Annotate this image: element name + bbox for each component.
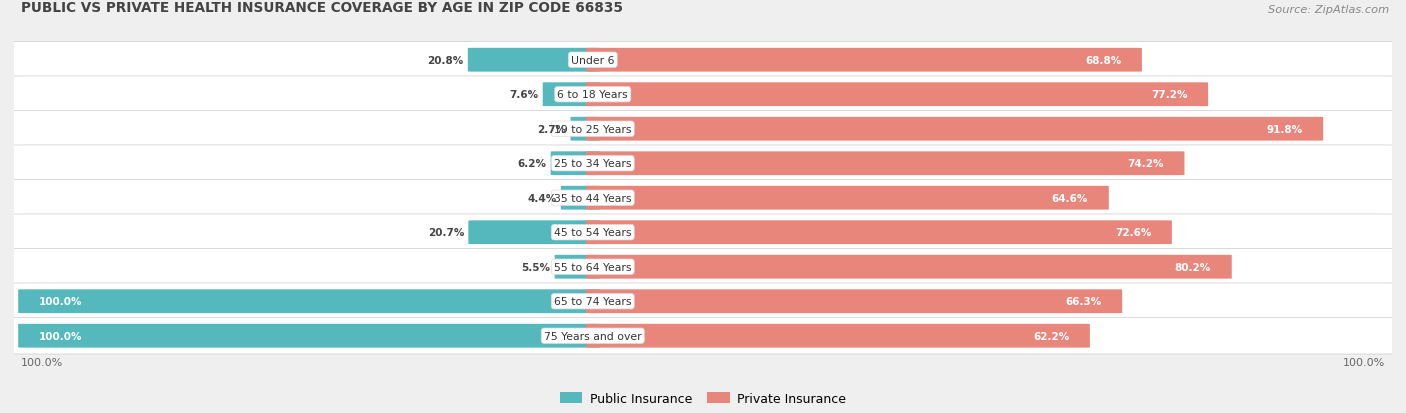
FancyBboxPatch shape	[561, 186, 599, 210]
Text: 4.4%: 4.4%	[527, 193, 557, 203]
FancyBboxPatch shape	[468, 49, 599, 72]
FancyBboxPatch shape	[18, 324, 599, 348]
FancyBboxPatch shape	[551, 152, 599, 176]
Text: 25 to 34 Years: 25 to 34 Years	[554, 159, 631, 169]
Text: 74.2%: 74.2%	[1128, 159, 1164, 169]
FancyBboxPatch shape	[586, 290, 1122, 313]
Text: 5.5%: 5.5%	[522, 262, 551, 272]
Text: 20.7%: 20.7%	[427, 228, 464, 237]
FancyBboxPatch shape	[11, 283, 1395, 320]
FancyBboxPatch shape	[543, 83, 599, 107]
Text: Source: ZipAtlas.com: Source: ZipAtlas.com	[1268, 5, 1389, 15]
FancyBboxPatch shape	[11, 145, 1395, 182]
Text: 100.0%: 100.0%	[21, 357, 63, 367]
FancyBboxPatch shape	[586, 49, 1142, 72]
FancyBboxPatch shape	[11, 111, 1395, 148]
Text: 100.0%: 100.0%	[39, 297, 83, 306]
Text: 6 to 18 Years: 6 to 18 Years	[557, 90, 628, 100]
Text: 2.7%: 2.7%	[537, 124, 567, 134]
FancyBboxPatch shape	[11, 77, 1395, 113]
FancyBboxPatch shape	[586, 152, 1184, 176]
FancyBboxPatch shape	[586, 83, 1208, 107]
Text: 72.6%: 72.6%	[1115, 228, 1152, 237]
FancyBboxPatch shape	[586, 118, 1323, 141]
Text: 91.8%: 91.8%	[1267, 124, 1302, 134]
FancyBboxPatch shape	[11, 249, 1395, 285]
FancyBboxPatch shape	[468, 221, 599, 244]
FancyBboxPatch shape	[586, 186, 1109, 210]
FancyBboxPatch shape	[11, 180, 1395, 216]
Text: 68.8%: 68.8%	[1085, 56, 1121, 66]
Text: 62.2%: 62.2%	[1033, 331, 1069, 341]
Text: 20.8%: 20.8%	[427, 56, 464, 66]
Text: 77.2%: 77.2%	[1152, 90, 1188, 100]
FancyBboxPatch shape	[18, 290, 599, 313]
FancyBboxPatch shape	[11, 318, 1395, 354]
Text: 100.0%: 100.0%	[39, 331, 83, 341]
Text: 75 Years and over: 75 Years and over	[544, 331, 641, 341]
Text: 45 to 54 Years: 45 to 54 Years	[554, 228, 631, 237]
Text: Under 6: Under 6	[571, 56, 614, 66]
FancyBboxPatch shape	[571, 118, 599, 141]
FancyBboxPatch shape	[586, 255, 1232, 279]
Text: 64.6%: 64.6%	[1052, 193, 1088, 203]
FancyBboxPatch shape	[11, 214, 1395, 251]
Text: 55 to 64 Years: 55 to 64 Years	[554, 262, 631, 272]
FancyBboxPatch shape	[554, 255, 599, 279]
Text: 35 to 44 Years: 35 to 44 Years	[554, 193, 631, 203]
Text: PUBLIC VS PRIVATE HEALTH INSURANCE COVERAGE BY AGE IN ZIP CODE 66835: PUBLIC VS PRIVATE HEALTH INSURANCE COVER…	[21, 1, 623, 15]
FancyBboxPatch shape	[586, 221, 1171, 244]
Legend: Public Insurance, Private Insurance: Public Insurance, Private Insurance	[555, 387, 851, 410]
FancyBboxPatch shape	[586, 324, 1090, 348]
Text: 7.6%: 7.6%	[509, 90, 538, 100]
Text: 19 to 25 Years: 19 to 25 Years	[554, 124, 631, 134]
Text: 80.2%: 80.2%	[1175, 262, 1211, 272]
Text: 65 to 74 Years: 65 to 74 Years	[554, 297, 631, 306]
Text: 6.2%: 6.2%	[517, 159, 547, 169]
Text: 100.0%: 100.0%	[1343, 357, 1385, 367]
FancyBboxPatch shape	[11, 43, 1395, 79]
Text: 66.3%: 66.3%	[1066, 297, 1101, 306]
